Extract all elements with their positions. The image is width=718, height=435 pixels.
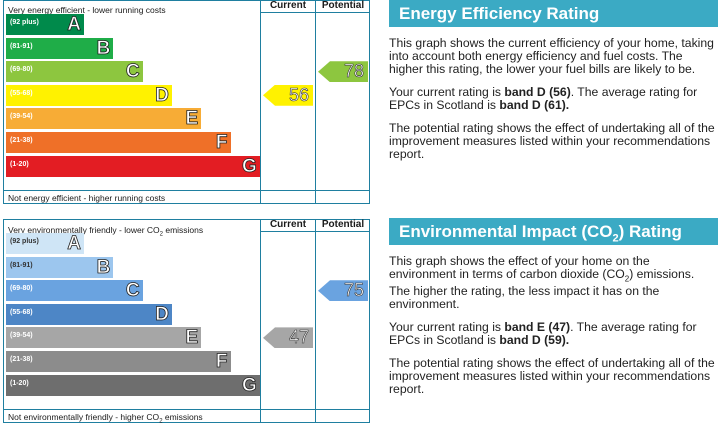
current-rating-value: 47 bbox=[288, 327, 310, 348]
band-f: (21-38) F bbox=[6, 132, 231, 153]
energy-panel-current-rating: Your current rating is band D (56). The … bbox=[389, 86, 718, 112]
potential-rating-arrow: 75 bbox=[318, 280, 368, 302]
band-letter: B bbox=[96, 256, 111, 278]
band-letter: G bbox=[242, 155, 258, 177]
current-rating-arrow: 47 bbox=[263, 327, 313, 349]
bottom-label-text: Not environmentally friendly - higher CO bbox=[8, 412, 160, 422]
header-divider bbox=[260, 231, 369, 232]
band-letter: E bbox=[185, 327, 199, 349]
column-divider bbox=[315, 220, 316, 422]
band-letter: E bbox=[185, 108, 199, 130]
bottom-label: Not energy efficient - higher running co… bbox=[8, 193, 166, 203]
text: ) Rating bbox=[618, 222, 682, 241]
energy-panel-potential-note: The potential rating shows the effect of… bbox=[389, 121, 715, 161]
bottom-label: Not environmentally friendly - higher CO… bbox=[8, 412, 203, 425]
co2-subscript: 2 bbox=[612, 232, 619, 245]
environmental-impact-chart: Current Potential Very environmentally f… bbox=[3, 219, 370, 425]
band-letter: D bbox=[155, 303, 170, 325]
potential-rating-value: 78 bbox=[343, 61, 365, 82]
energy-panel-title: Energy Efficiency Rating bbox=[389, 0, 718, 27]
band-letter: G bbox=[242, 374, 258, 396]
co2-subscript: 2 bbox=[159, 418, 163, 425]
band-e: (39-54) E bbox=[6, 327, 202, 349]
band-b: (81-91) B bbox=[6, 37, 114, 59]
text: . The average rating for EPCs in Scotlan… bbox=[389, 320, 697, 348]
co2-subscript: 2 bbox=[624, 274, 630, 284]
band-letter: A bbox=[67, 14, 82, 35]
band-g: (1-20) G bbox=[6, 374, 260, 396]
energy-efficiency-chart: Current Potential Very energy efficient … bbox=[3, 0, 370, 204]
text: ) emissions. The higher the rating, the … bbox=[389, 267, 695, 312]
band-range-label: (92 plus) bbox=[10, 238, 39, 245]
band-a: (92 plus) A bbox=[6, 14, 84, 35]
env-panel-title: Environmental Impact (CO2) Rating bbox=[389, 218, 718, 245]
column-divider bbox=[260, 220, 261, 422]
current-rating-value: 56 bbox=[288, 84, 310, 105]
band-a: (92 plus) A bbox=[6, 233, 84, 254]
band-range-label: (69-80) bbox=[10, 66, 33, 74]
band-range-label: (55-68) bbox=[10, 89, 33, 97]
top-label-text: Very environmentally friendly - lower CO bbox=[8, 225, 160, 235]
band-range-label: (55-68) bbox=[10, 308, 33, 316]
band-range-label: (21-38) bbox=[10, 137, 33, 144]
potential-column-header: Potential bbox=[321, 219, 365, 230]
bottom-label-suffix: emissions bbox=[162, 412, 203, 422]
band-d: (55-68) D bbox=[6, 84, 172, 106]
current-column-header: Current bbox=[269, 219, 307, 230]
text: Your current rating is bbox=[389, 320, 505, 335]
env-panel-potential-note: The potential rating shows the effect of… bbox=[389, 356, 715, 397]
band-range-label: (1-20) bbox=[10, 160, 29, 168]
current-rating-arrow: 56 bbox=[263, 84, 313, 106]
band-c: (69-80) C bbox=[6, 280, 143, 302]
env-panel-description: This graph shows the effect of your home… bbox=[389, 254, 718, 312]
column-divider bbox=[315, 1, 316, 203]
band-range-label: (92 plus) bbox=[10, 19, 39, 26]
band-range-label: (39-54) bbox=[10, 332, 33, 340]
band-b: (81-91) B bbox=[6, 256, 114, 278]
top-label: Very environmentally friendly - lower CO… bbox=[8, 225, 203, 238]
band-f: (21-38) F bbox=[6, 351, 231, 372]
potential-rating-arrow: 78 bbox=[318, 61, 368, 83]
top-label: Very energy efficient - lower running co… bbox=[8, 5, 166, 15]
text: Your current rating is bbox=[389, 85, 505, 99]
potential-column-header: Potential bbox=[321, 0, 365, 11]
band-g: (1-20) G bbox=[6, 155, 260, 177]
band-letter: C bbox=[125, 280, 140, 302]
band-range-label: (69-80) bbox=[10, 285, 33, 293]
footer-divider bbox=[4, 409, 369, 410]
band-letter: B bbox=[96, 37, 111, 59]
environmental-impact-panel: Environmental Impact (CO2) Rating This g… bbox=[389, 218, 718, 396]
energy-efficiency-panel: Energy Efficiency Rating This graph show… bbox=[389, 0, 718, 161]
band-letter: F bbox=[215, 132, 228, 153]
band-e: (39-54) E bbox=[6, 108, 202, 130]
current-column-header: Current bbox=[269, 0, 307, 11]
current-band: band D (56) bbox=[504, 85, 571, 99]
band-range-label: (39-54) bbox=[10, 113, 33, 121]
current-band: band E (47) bbox=[504, 320, 571, 335]
potential-rating-value: 75 bbox=[343, 280, 365, 301]
band-c: (69-80) C bbox=[6, 61, 143, 83]
band-letter: D bbox=[155, 84, 170, 106]
header-divider bbox=[260, 12, 369, 13]
band-range-label: (1-20) bbox=[10, 379, 29, 387]
band-d: (55-68) D bbox=[6, 303, 172, 325]
footer-divider bbox=[4, 190, 369, 191]
band-range-label: (21-38) bbox=[10, 356, 33, 363]
band-range-label: (81-91) bbox=[10, 42, 33, 50]
co2-subscript: 2 bbox=[159, 231, 163, 238]
column-divider bbox=[260, 1, 261, 203]
band-letter: A bbox=[67, 233, 82, 254]
env-panel-current-rating: Your current rating is band E (47). The … bbox=[389, 321, 718, 347]
energy-panel-description: This graph shows the current efficiency … bbox=[389, 36, 714, 76]
top-label-suffix: emissions bbox=[162, 225, 204, 235]
text: Environmental Impact (CO bbox=[399, 222, 613, 241]
band-letter: F bbox=[215, 351, 228, 372]
average-band: band D (61). bbox=[499, 98, 570, 112]
average-band: band D (59). bbox=[499, 333, 570, 348]
text: This graph shows the effect of your home… bbox=[389, 254, 650, 281]
band-range-label: (81-91) bbox=[10, 261, 33, 269]
text: . The average rating for EPCs in Scotlan… bbox=[389, 85, 698, 112]
band-letter: C bbox=[125, 61, 140, 83]
